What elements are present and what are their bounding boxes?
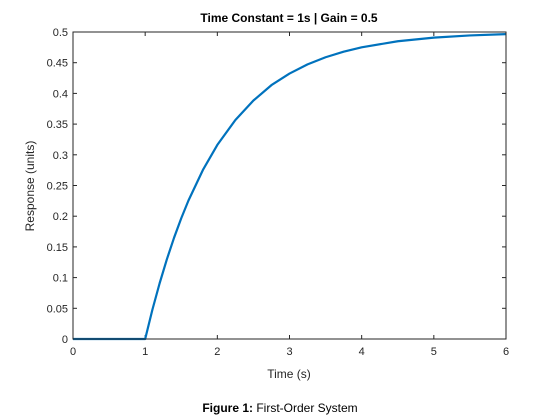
- y-tick-label: 0.15: [47, 242, 68, 254]
- y-tick-label: 0.3: [53, 150, 68, 162]
- plot-frame: [72, 31, 507, 340]
- x-tick-label: 3: [286, 346, 292, 358]
- y-tick-label: 0.1: [53, 273, 68, 285]
- y-tick-label: 0.5: [53, 27, 68, 39]
- figure-caption: Figure 1: First-Order System: [0, 401, 560, 415]
- x-tick-label: 4: [359, 346, 365, 358]
- plot-area: [73, 32, 506, 339]
- x-tick-label: 2: [214, 346, 220, 358]
- x-tick-label: 6: [503, 346, 509, 358]
- y-tick-label: 0.2: [53, 211, 68, 223]
- x-tick-label: 0: [70, 346, 76, 358]
- y-tick-label: 0.05: [47, 303, 68, 315]
- y-axis-ticks: 0 0.05 0.1 0.15 0.2 0.25 0.3 0.35 0.4 0.45 0.5: [47, 27, 506, 346]
- y-tick-label: 0.45: [47, 58, 68, 70]
- x-tick-label: 5: [431, 346, 437, 358]
- x-tick-label: 1: [142, 346, 148, 358]
- x-axis-ticks: 0 1 2 3 4 5 6: [70, 32, 509, 358]
- figure-caption-text: First-Order System: [253, 401, 358, 415]
- series-line: [73, 32, 507, 341]
- chart-title: Time Constant = 1s | Gain = 0.5: [200, 11, 378, 25]
- y-tick-label: 0.25: [47, 181, 68, 193]
- x-axis-label: Time (s): [267, 367, 311, 381]
- y-tick-label: 0.35: [47, 119, 68, 131]
- y-axis-label: Response (units): [23, 141, 37, 232]
- y-tick-label: 0.4: [53, 88, 68, 100]
- figure-caption-label: Figure 1:: [202, 401, 253, 415]
- y-tick-label: 0: [62, 334, 68, 346]
